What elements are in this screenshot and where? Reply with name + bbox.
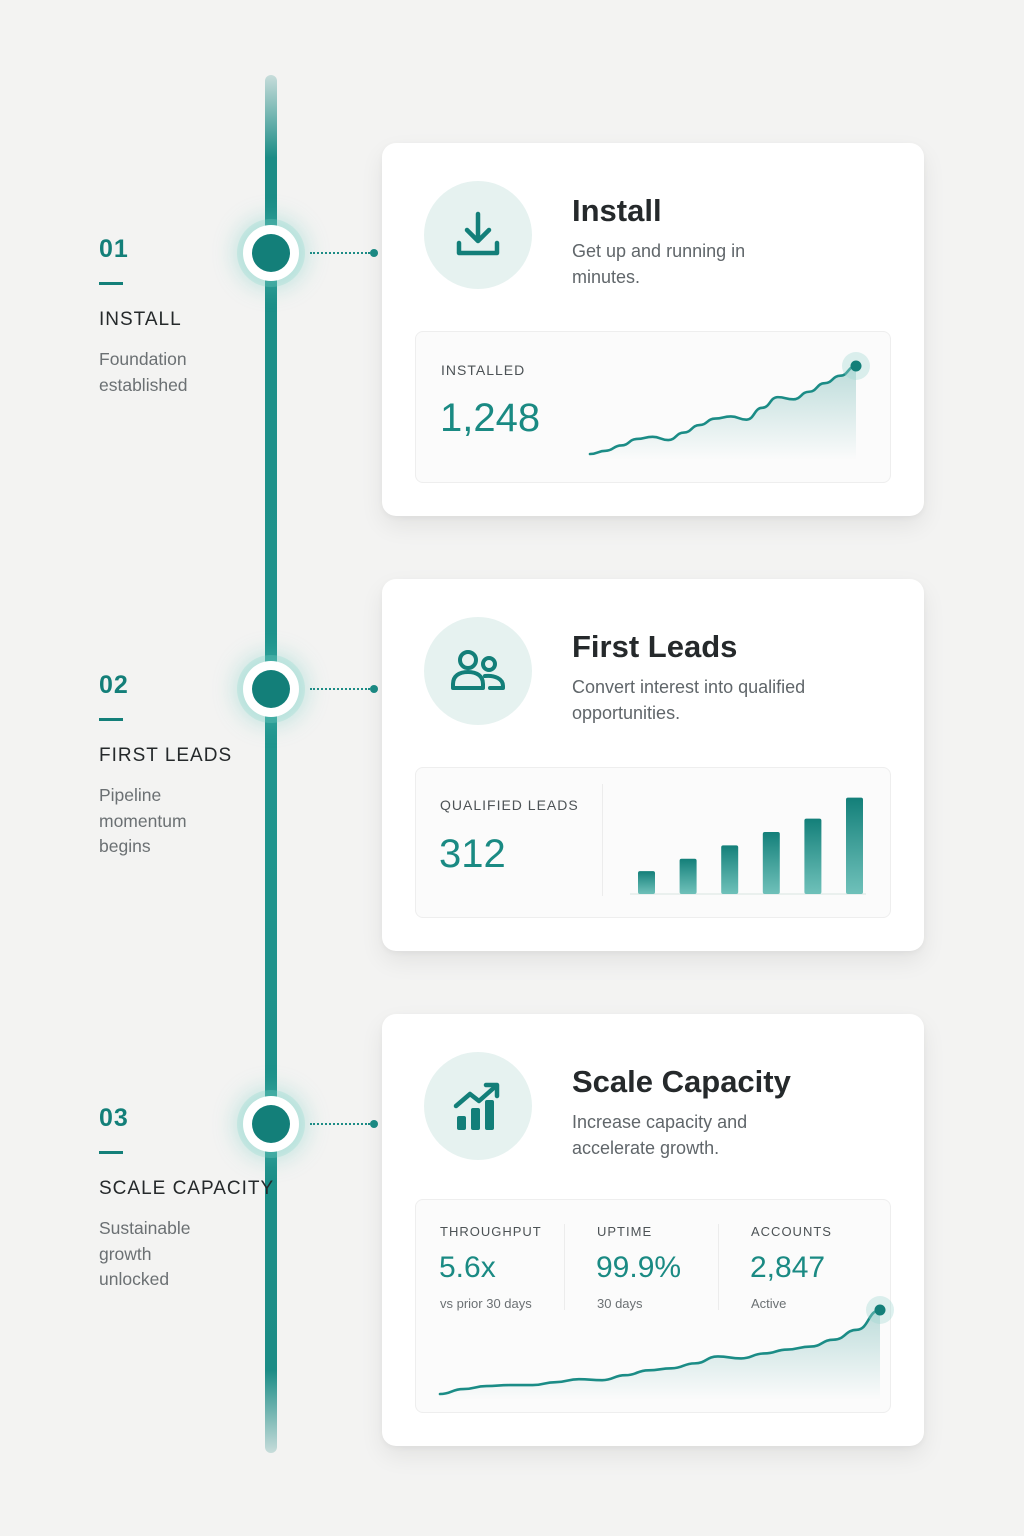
step-2: 02 FIRST LEADS Pipeline momentum begins	[99, 671, 274, 860]
step-title: INSTALL	[99, 309, 182, 330]
throughput-label: THROUGHPUT	[440, 1224, 542, 1239]
step-divider	[99, 282, 123, 285]
growth-trend-area	[440, 1310, 880, 1400]
growth-trend-line	[438, 1308, 882, 1396]
connector-3	[310, 1120, 378, 1128]
timeline-node-2[interactable]	[243, 661, 299, 717]
card-description: Get up and running in minutes.	[572, 241, 746, 287]
connector-1	[310, 249, 378, 257]
step-subtitle: Foundation established	[99, 349, 188, 395]
qualified-leads-panel: QUALIFIED LEADS 312	[415, 767, 891, 918]
step-3: 03 SCALE CAPACITY Sustainable growth unl…	[99, 1104, 274, 1293]
installed-trend-area	[590, 366, 856, 460]
scale-metrics-panel: THROUGHPUT 5.6x vs prior 30 days UPTIME …	[415, 1199, 894, 1413]
metric-label: QUALIFIED LEADS	[440, 797, 579, 813]
metric-value: 1,248	[440, 396, 541, 440]
leads-bar	[679, 858, 697, 894]
throughput-note: vs prior 30 days	[440, 1296, 532, 1311]
card-title: Install	[572, 193, 662, 228]
first-leads-card[interactable]: First Leads Convert interest into qualif…	[382, 579, 924, 951]
installed-trend-line	[588, 364, 858, 456]
step-title: FIRST LEADS	[99, 745, 233, 766]
accounts-value: 2,847	[750, 1251, 826, 1284]
leads-bar	[638, 871, 655, 894]
card-title: First Leads	[572, 629, 738, 664]
accounts-label: ACCOUNTS	[751, 1224, 832, 1239]
uptime-note: 30 days	[597, 1296, 643, 1311]
step-divider	[99, 718, 123, 721]
leads-icon-badge	[424, 617, 532, 725]
throughput-value: 5.6x	[439, 1251, 496, 1284]
step-subtitle: Pipeline momentum begins	[99, 785, 187, 856]
leads-bar	[721, 845, 739, 894]
users-icon	[451, 650, 505, 690]
scale-capacity-card[interactable]: Scale Capacity Increase capacity and acc…	[382, 1014, 924, 1446]
card-title: Scale Capacity	[572, 1064, 791, 1099]
timeline-node-3	[243, 1096, 299, 1152]
accounts-note: Active	[751, 1296, 787, 1311]
step-number: 02	[99, 671, 129, 699]
leads-bar-chart	[630, 797, 866, 895]
timeline-node-1[interactable]	[243, 225, 299, 281]
metric-label: INSTALLED	[441, 362, 526, 378]
step-subtitle: Sustainable growth unlocked	[99, 1218, 191, 1289]
installed-trend-chart	[588, 352, 870, 460]
installed-trend-point	[850, 360, 862, 372]
connector-2	[310, 685, 378, 693]
leads-bar	[804, 818, 822, 894]
scale-icon-badge	[424, 1052, 532, 1160]
leads-bar	[846, 797, 863, 894]
card-description: Convert interest into qualified opportun…	[572, 677, 806, 723]
uptime-label: UPTIME	[597, 1224, 653, 1239]
step-divider	[99, 1151, 123, 1154]
growth-chart-icon	[453, 1082, 500, 1130]
card-description: Increase capacity and accelerate growth.	[572, 1112, 748, 1158]
step-title: SCALE CAPACITY	[99, 1178, 275, 1199]
growth-trend-chart	[438, 1296, 894, 1400]
install-card[interactable]: Install Get up and running in minutes. I…	[382, 143, 924, 516]
step-1: 01 INSTALL Foundation established	[99, 235, 274, 398]
growth-trend-point	[874, 1304, 886, 1316]
install-icon-badge	[424, 181, 532, 289]
uptime-value: 99.9%	[596, 1251, 682, 1284]
leads-bar	[762, 831, 780, 894]
metric-value: 312	[439, 832, 506, 876]
step-number: 03	[99, 1104, 129, 1132]
installed-metric-panel: INSTALLED 1,248	[415, 331, 891, 483]
download-icon	[456, 211, 500, 256]
step-number: 01	[99, 235, 129, 263]
